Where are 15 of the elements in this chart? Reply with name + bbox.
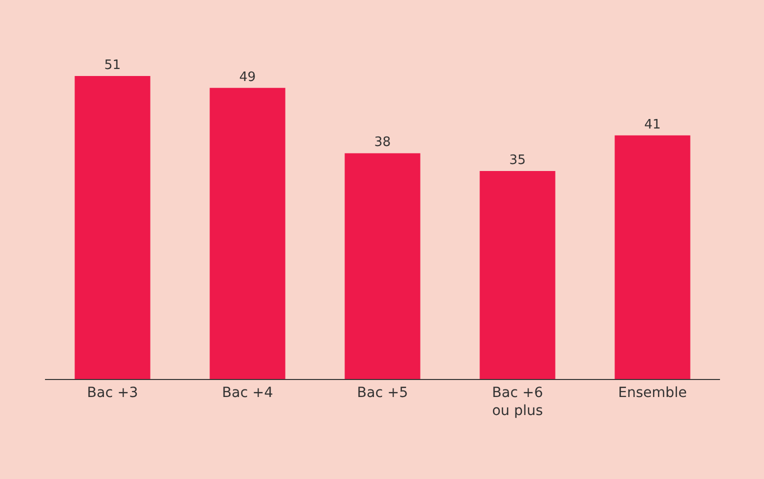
bar [614, 135, 690, 379]
x-tick-label: Ensemble [618, 384, 687, 401]
bar [344, 153, 420, 379]
bar [210, 88, 286, 379]
data-label: 35 [509, 153, 526, 168]
bar [74, 76, 150, 379]
x-tick-label: Bac +6 ou plus [492, 384, 544, 419]
data-label: 41 [644, 117, 661, 132]
x-tick-label: Bac +5 [357, 384, 408, 401]
data-label: 51 [104, 58, 121, 73]
data-label: 38 [374, 135, 391, 150]
bar [480, 171, 556, 379]
x-tick-label: Bac +4 [222, 384, 274, 401]
data-label: 49 [239, 70, 256, 85]
x-tick-label: Bac +3 [87, 384, 138, 401]
